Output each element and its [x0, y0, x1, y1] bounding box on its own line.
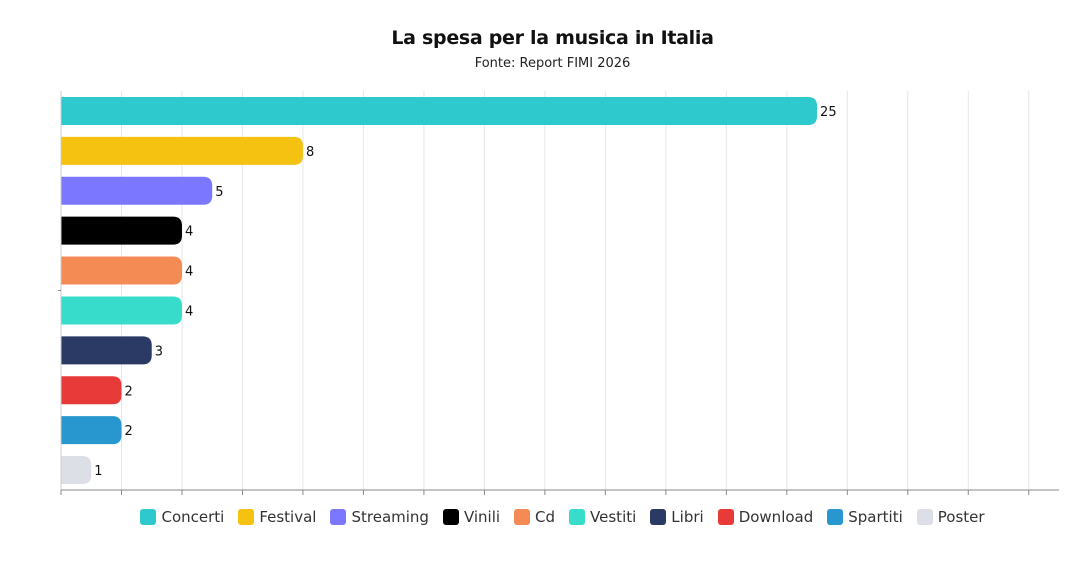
legend-label: Cd: [535, 508, 556, 526]
data-label: 2: [124, 384, 132, 399]
bar-libri: [61, 336, 152, 365]
legend-item-libri[interactable]: Libri: [650, 508, 704, 526]
bar-vestiti: [61, 296, 182, 325]
legend-item-download[interactable]: Download: [717, 508, 814, 526]
legend-label: Vestiti: [590, 508, 637, 526]
data-label: 4: [185, 304, 193, 319]
data-label: 3: [155, 344, 163, 359]
legend-label: Libri: [671, 508, 704, 526]
legend-swatch: [514, 509, 531, 525]
bar-streaming: [61, 176, 213, 205]
legend-swatch: [569, 509, 586, 525]
chart-title: La spesa per la musica in Italia: [391, 27, 714, 49]
legend-swatch: [827, 509, 844, 525]
bar-cd: [61, 256, 182, 285]
legend-label: Download: [738, 508, 814, 526]
legend-label: Streaming: [351, 508, 429, 526]
legend-label: Concerti: [161, 508, 225, 526]
legend-swatch: [717, 509, 734, 525]
bars: [61, 96, 818, 485]
legend-swatch: [140, 509, 157, 525]
legend-item-spartiti[interactable]: Spartiti: [827, 508, 903, 526]
bar-poster: [61, 456, 92, 485]
legend-swatch: [650, 509, 667, 525]
legend-item-vestiti[interactable]: Vestiti: [569, 508, 636, 526]
legend-label: Vinili: [463, 508, 501, 526]
chart-subtitle: Fonte: Report FIMI 2026: [474, 56, 631, 71]
bar-concerti: [61, 96, 818, 125]
legend-label: Spartiti: [848, 508, 903, 526]
legend-item-cd[interactable]: Cd: [514, 508, 555, 526]
legend-swatch: [442, 509, 459, 525]
data-label: 2: [124, 424, 132, 439]
legend-item-vinili[interactable]: Vinili: [442, 508, 501, 526]
legend-item-festival[interactable]: Festival: [238, 508, 316, 526]
data-label: 25: [820, 105, 837, 120]
legend-item-poster[interactable]: Poster: [916, 508, 985, 526]
bar-festival: [61, 136, 303, 165]
legend-item-concerti[interactable]: Concerti: [140, 508, 224, 526]
data-label: 1: [94, 464, 102, 479]
data-label: 5: [215, 185, 223, 200]
grid-lines: [120, 91, 1030, 490]
legend-swatch: [916, 509, 933, 525]
bar-download: [61, 376, 122, 405]
legend-label: Festival: [259, 508, 317, 526]
legend-swatch: [330, 509, 347, 525]
data-label: 4: [185, 265, 193, 280]
data-label: 4: [185, 225, 193, 240]
x-axis: [58, 91, 1059, 495]
chart-legend: Concerti Festival Streaming Vinili Cd Vestiti…: [0, 508, 1085, 526]
legend-label: Poster: [937, 508, 985, 526]
bar-vinili: [61, 216, 182, 245]
data-label: 8: [306, 145, 314, 160]
bar-spartiti: [61, 416, 122, 445]
legend-swatch: [238, 509, 255, 525]
data-labels: 25 8 5 4 4 4 3 2 2 1: [94, 105, 836, 479]
legend-item-streaming[interactable]: Streaming: [330, 508, 429, 526]
